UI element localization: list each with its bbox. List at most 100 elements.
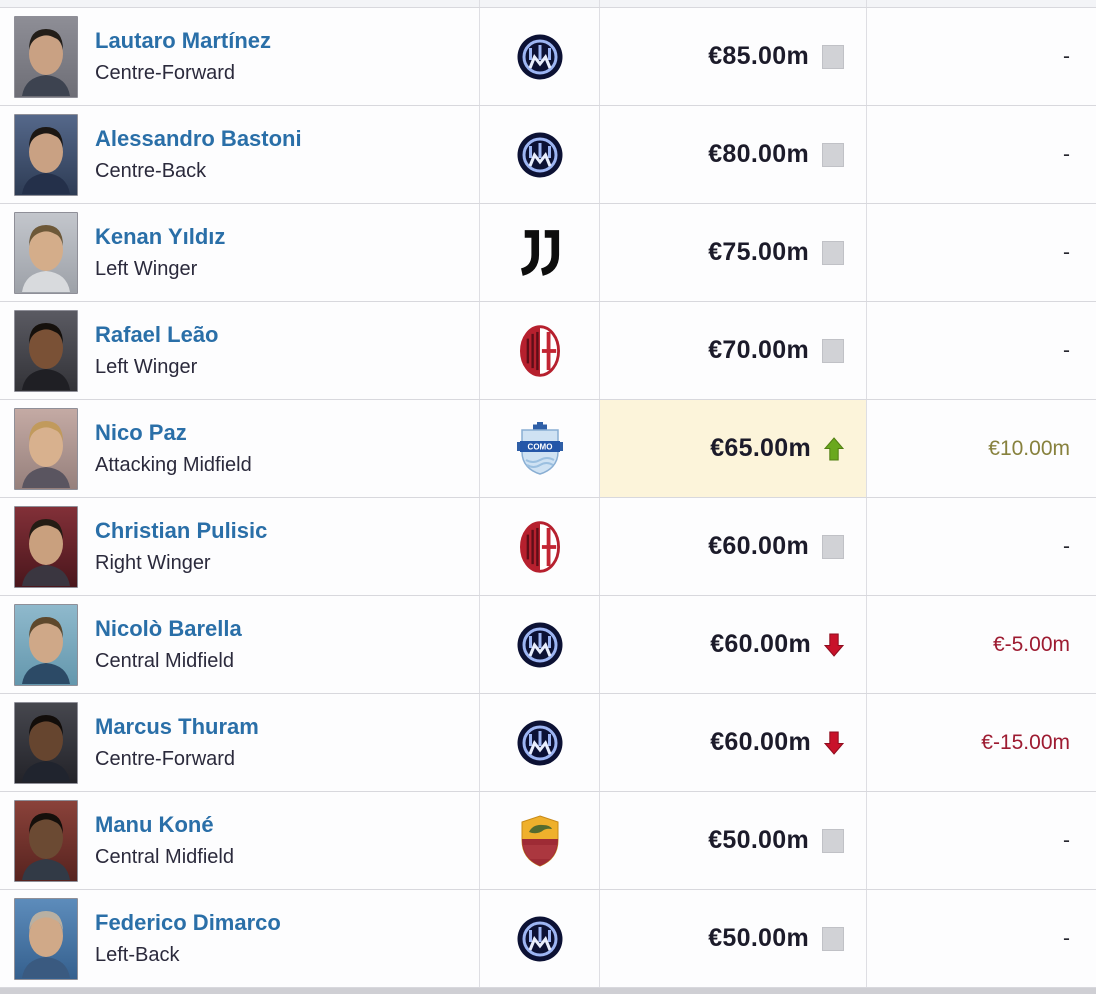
club-cell xyxy=(480,498,600,595)
player-position: Left-Back xyxy=(95,944,180,967)
player-cell: Lautaro Martínez Centre-Forward xyxy=(0,8,480,105)
club-logo-inter-icon[interactable] xyxy=(517,916,563,962)
spacer-cell xyxy=(480,0,600,7)
value-change: - xyxy=(1063,240,1070,264)
club-logo-inter-icon[interactable] xyxy=(517,132,563,178)
market-value: €60.00m xyxy=(710,630,811,658)
market-value-cell: €60.00m xyxy=(600,596,867,693)
player-photo[interactable] xyxy=(14,603,78,686)
value-change-cell: - xyxy=(867,498,1096,595)
club-logo-inter-icon[interactable] xyxy=(517,622,563,668)
player-cell: Marcus Thuram Centre-Forward xyxy=(0,694,480,791)
spacer-cell xyxy=(0,0,480,7)
value-change: - xyxy=(1063,534,1070,558)
market-value: €50.00m xyxy=(708,826,809,854)
arrow-down-icon xyxy=(824,731,844,755)
player-cell: Christian Pulisic Right Winger xyxy=(0,498,480,595)
player-photo[interactable] xyxy=(14,15,78,98)
market-value-cell: €60.00m xyxy=(600,694,867,791)
market-value: €60.00m xyxy=(708,532,809,560)
value-change: - xyxy=(1063,338,1070,362)
player-position: Right Winger xyxy=(95,552,211,575)
club-logo-inter-icon[interactable] xyxy=(517,720,563,766)
spacer-cell xyxy=(867,0,1096,7)
club-cell xyxy=(480,792,600,889)
player-position: Left Winger xyxy=(95,356,198,379)
market-value-cell: €80.00m xyxy=(600,106,867,203)
player-name-link[interactable]: Marcus Thuram xyxy=(95,713,259,739)
player-cell: Alessandro Bastoni Centre-Back xyxy=(0,106,480,203)
player-cell: Manu Koné Central Midfield xyxy=(0,792,480,889)
club-logo-milan-icon[interactable] xyxy=(520,325,560,377)
value-change-cell: - xyxy=(867,204,1096,301)
player-photo[interactable] xyxy=(14,799,78,882)
player-photo[interactable] xyxy=(14,309,78,392)
value-change: - xyxy=(1063,142,1070,166)
no-change-icon xyxy=(822,926,844,951)
table-row: Manu Koné Central Midfield €50.00m - xyxy=(0,792,1096,890)
table-row: Lautaro Martínez Centre-Forward €85.00m … xyxy=(0,8,1096,106)
player-name-link[interactable]: Alessandro Bastoni xyxy=(95,125,302,151)
value-change-cell: €-5.00m xyxy=(867,596,1096,693)
table-row: Kenan Yıldız Left Winger €75.00m - xyxy=(0,204,1096,302)
value-change-cell: - xyxy=(867,792,1096,889)
market-value: €65.00m xyxy=(710,434,811,462)
value-change-cell: - xyxy=(867,890,1096,987)
club-logo-milan-icon[interactable] xyxy=(520,521,560,573)
value-change: €-5.00m xyxy=(992,632,1070,656)
no-change-icon xyxy=(822,338,844,363)
market-value: €85.00m xyxy=(708,42,809,70)
value-change-cell: - xyxy=(867,302,1096,399)
player-cell: Kenan Yıldız Left Winger xyxy=(0,204,480,301)
player-name-link[interactable]: Kenan Yıldız xyxy=(95,223,226,249)
table-row: Nico Paz Attacking Midfield €65.00m €10.… xyxy=(0,400,1096,498)
player-name-link[interactable]: Rafael Leão xyxy=(95,321,219,347)
player-photo[interactable] xyxy=(14,701,78,784)
club-cell xyxy=(480,694,600,791)
player-position: Centre-Forward xyxy=(95,748,236,771)
market-value-cell: €50.00m xyxy=(600,792,867,889)
club-cell xyxy=(480,302,600,399)
value-change: €10.00m xyxy=(988,436,1070,460)
club-cell xyxy=(480,890,600,987)
player-name-link[interactable]: Federico Dimarco xyxy=(95,909,281,935)
value-change: €-15.00m xyxy=(981,730,1070,754)
no-change-icon xyxy=(822,142,844,167)
club-logo-roma-icon[interactable] xyxy=(520,815,560,867)
player-photo[interactable] xyxy=(14,113,78,196)
club-cell xyxy=(480,8,600,105)
player-position: Attacking Midfield xyxy=(95,454,252,477)
club-logo-juventus-icon[interactable] xyxy=(519,228,561,278)
player-photo[interactable] xyxy=(14,211,78,294)
club-logo-como-icon[interactable] xyxy=(517,422,563,476)
player-photo[interactable] xyxy=(14,505,78,588)
player-name-link[interactable]: Nico Paz xyxy=(95,419,187,445)
player-name-link[interactable]: Lautaro Martínez xyxy=(95,27,272,53)
no-change-icon xyxy=(822,534,844,559)
market-value-cell: €50.00m xyxy=(600,890,867,987)
player-photo[interactable] xyxy=(14,897,78,980)
player-cell: Rafael Leão Left Winger xyxy=(0,302,480,399)
market-value: €75.00m xyxy=(708,238,809,266)
table-bottom-edge xyxy=(0,988,1096,994)
table-row: Marcus Thuram Centre-Forward €60.00m €-1… xyxy=(0,694,1096,792)
value-change-cell: €10.00m xyxy=(867,400,1096,497)
no-change-icon xyxy=(822,828,844,853)
player-name-link[interactable]: Christian Pulisic xyxy=(95,517,268,543)
player-name-link[interactable]: Manu Koné xyxy=(95,811,214,837)
arrow-up-icon xyxy=(824,437,844,461)
value-change-cell: €-15.00m xyxy=(867,694,1096,791)
player-cell: Federico Dimarco Left-Back xyxy=(0,890,480,987)
player-position: Central Midfield xyxy=(95,650,234,673)
club-cell xyxy=(480,400,600,497)
market-value-cell: €60.00m xyxy=(600,498,867,595)
club-logo-inter-icon[interactable] xyxy=(517,34,563,80)
market-value-cell: €70.00m xyxy=(600,302,867,399)
player-photo[interactable] xyxy=(14,407,78,490)
player-name-link[interactable]: Nicolò Barella xyxy=(95,615,242,641)
market-value: €70.00m xyxy=(708,336,809,364)
player-position: Centre-Back xyxy=(95,160,207,183)
value-change: - xyxy=(1063,828,1070,852)
market-value: €60.00m xyxy=(710,728,811,756)
